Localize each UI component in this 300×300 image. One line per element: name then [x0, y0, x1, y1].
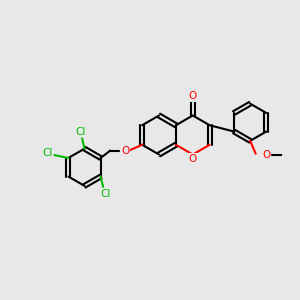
Text: Cl: Cl: [76, 127, 86, 136]
Text: O: O: [189, 154, 197, 164]
Text: O: O: [262, 150, 270, 160]
Text: O: O: [189, 91, 197, 101]
Text: Cl: Cl: [100, 189, 110, 199]
Text: O: O: [121, 146, 129, 156]
Text: Cl: Cl: [42, 148, 52, 158]
